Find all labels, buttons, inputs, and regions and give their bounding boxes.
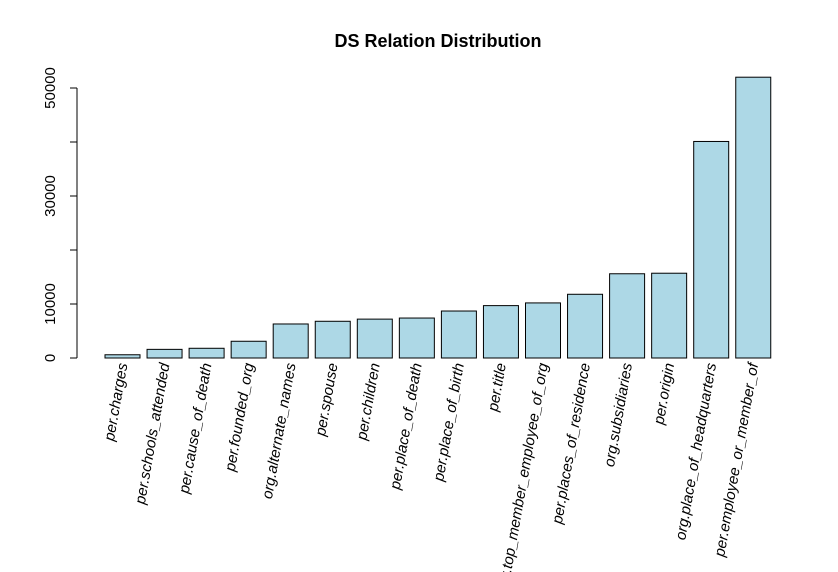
x-axis-labels: per.charges per.schools_attended per.cause…	[101, 360, 763, 572]
x-tick-label: per.place_of_birth	[430, 362, 468, 484]
bar	[272, 323, 309, 359]
bar	[651, 272, 688, 359]
bar	[146, 348, 183, 359]
bar	[314, 320, 351, 359]
x-tick-label: per.place_of_death	[387, 362, 426, 492]
y-tick-label: 10000	[42, 283, 59, 325]
y-tick-label: 0	[42, 354, 59, 362]
x-tick-label: per.origin	[650, 362, 678, 427]
bar	[398, 317, 435, 359]
y-axis: 0 10000 30000 50000	[42, 67, 78, 362]
x-tick-label: per.children	[353, 362, 383, 443]
x-tick-label: org.subsidiaries	[601, 361, 636, 468]
bar	[440, 310, 477, 359]
x-tick-label: per.charges	[101, 361, 132, 443]
bar	[188, 347, 225, 359]
bar	[230, 340, 267, 359]
x-tick-label: per.cause_of_death	[176, 362, 216, 496]
bar	[693, 140, 730, 359]
x-tick-label: per.schools_attended	[132, 361, 174, 506]
x-tick-label: org.place_of_headquarters	[672, 361, 720, 541]
bar	[482, 305, 519, 359]
bars	[104, 76, 772, 359]
x-tick-label: per.spouse	[312, 362, 342, 438]
bar	[567, 293, 604, 359]
bar	[609, 273, 646, 359]
x-tick-label: org.alternate_names	[259, 361, 300, 500]
y-tick-label: 50000	[42, 67, 59, 109]
y-tick-label: 30000	[42, 175, 59, 217]
x-tick-label: per.title	[485, 362, 510, 414]
x-tick-label: per.employee_or_member_of	[711, 360, 762, 559]
x-tick-label: per.places_of_residence	[549, 362, 594, 526]
bar	[104, 354, 141, 359]
chart-title: DS Relation Distribution	[335, 31, 542, 51]
bar	[735, 76, 772, 359]
x-tick-label: per.founded_org	[222, 361, 258, 473]
bar	[525, 302, 561, 359]
bar	[356, 318, 393, 359]
